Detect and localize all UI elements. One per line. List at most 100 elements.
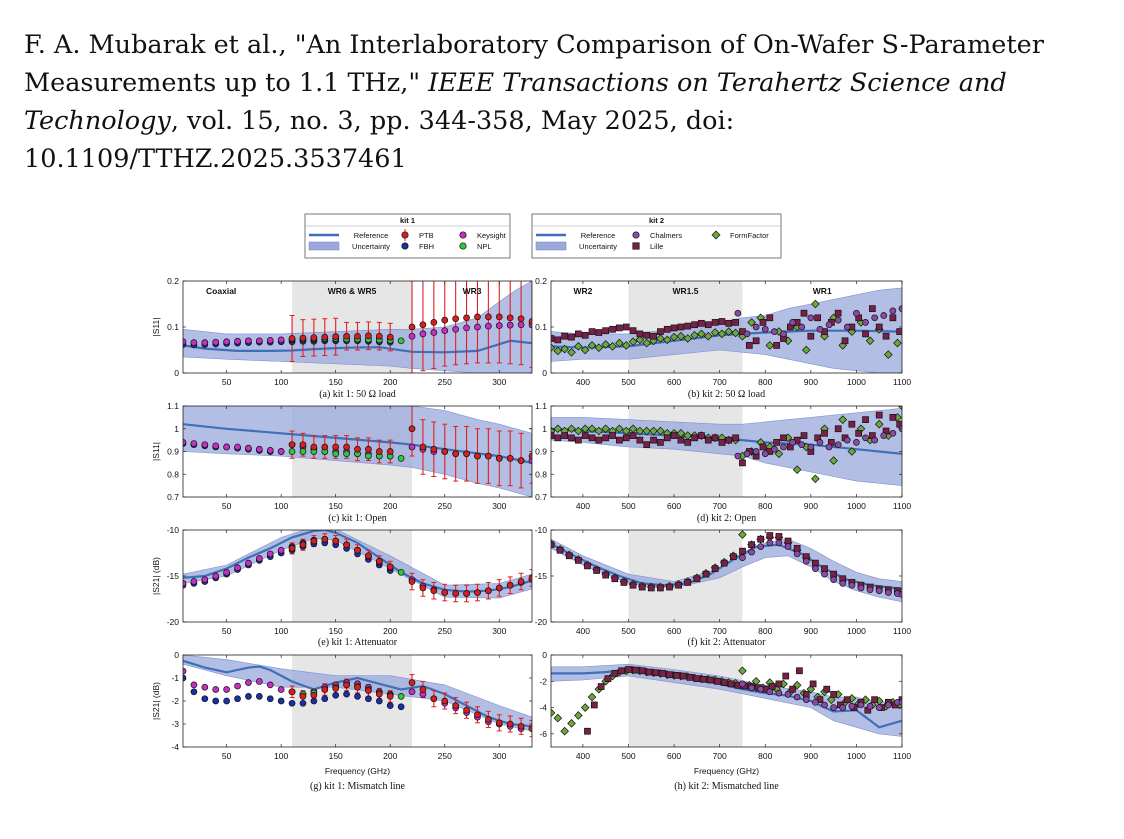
data-point-ptb bbox=[332, 443, 340, 451]
data-point-chalmers bbox=[739, 680, 746, 688]
data-point-ptb bbox=[463, 314, 470, 322]
data-point-lille bbox=[848, 420, 856, 428]
data-point-fbh bbox=[354, 693, 361, 700]
data-point-formfactor bbox=[683, 334, 693, 343]
data-point-ptb bbox=[495, 454, 503, 462]
data-point-formfactor bbox=[676, 331, 686, 341]
data-point-formfactor bbox=[615, 338, 624, 348]
data-point-ptb bbox=[310, 443, 318, 451]
x-tick-label: 500 bbox=[621, 501, 635, 511]
data-point-lille bbox=[575, 436, 582, 444]
y-tick-label: -10 bbox=[167, 525, 180, 535]
data-point-chalmers bbox=[889, 307, 897, 315]
data-point-ptb bbox=[299, 693, 307, 700]
data-point-fbh bbox=[234, 695, 241, 703]
data-point-keysight bbox=[255, 337, 263, 345]
data-point-chalmers bbox=[880, 312, 888, 319]
y-axis-label: |S11| bbox=[151, 442, 161, 461]
data-point-chalmers bbox=[734, 309, 742, 317]
x-tick-label: 250 bbox=[438, 377, 452, 387]
data-point-formfactor bbox=[669, 332, 679, 342]
data-point-ptb bbox=[386, 333, 394, 341]
data-point-ptb bbox=[354, 332, 361, 340]
legend-item: Lille bbox=[632, 242, 663, 251]
data-point-lille bbox=[650, 332, 657, 340]
data-point-lille bbox=[618, 667, 626, 675]
data-point-keysight bbox=[245, 337, 252, 345]
data-point-lille bbox=[602, 434, 610, 442]
data-point-lille bbox=[796, 667, 803, 675]
data-point-lille bbox=[590, 701, 598, 709]
data-point-ptb bbox=[495, 313, 503, 321]
legend-label: FormFactor bbox=[730, 231, 769, 240]
data-point-lille bbox=[809, 680, 817, 688]
data-point-lille bbox=[814, 314, 822, 322]
data-point-keysight bbox=[408, 443, 416, 451]
data-point-keysight bbox=[223, 568, 230, 576]
x-tick-label: 100 bbox=[274, 751, 288, 761]
data-point-formfactor bbox=[811, 299, 820, 309]
data-point-lille bbox=[830, 691, 837, 698]
x-tick-label: 1000 bbox=[847, 377, 866, 387]
data-point-keysight bbox=[506, 321, 514, 329]
data-point-formfactor bbox=[747, 318, 756, 327]
data-point-ptb bbox=[354, 445, 361, 453]
data-point-lille bbox=[718, 318, 726, 325]
data-point-formfactor bbox=[656, 426, 665, 436]
data-point-ptb bbox=[408, 578, 416, 585]
data-point-npl bbox=[397, 568, 405, 576]
data-point-formfactor bbox=[574, 342, 583, 351]
y-tick-label: -4 bbox=[539, 703, 547, 713]
data-point-fbh bbox=[310, 697, 318, 705]
data-point-lille bbox=[659, 670, 667, 677]
y-axis-label: |S21| (dB) bbox=[151, 682, 161, 720]
data-point-lille bbox=[766, 532, 774, 539]
data-point-ptb bbox=[354, 546, 361, 554]
data-point-formfactor bbox=[560, 726, 569, 736]
data-point-lille bbox=[568, 434, 575, 442]
x-tick-label: 50 bbox=[222, 501, 232, 511]
region-label: Coaxial bbox=[206, 286, 236, 296]
data-point-chalmers bbox=[771, 328, 778, 335]
data-point-fbh bbox=[386, 702, 394, 709]
data-point-lille bbox=[643, 441, 651, 449]
data-point-ptb bbox=[474, 711, 481, 719]
region-label: WR2 bbox=[573, 286, 592, 296]
chart-c: 50 100 150 200 250 300 0.7 0.8 0.9 1 1.1 |S11| (c) k… bbox=[151, 401, 533, 524]
citation-journal: IEEE Transactions on Terahertz Science a… bbox=[24, 68, 1007, 136]
data-point-ptb bbox=[430, 319, 438, 326]
data-point-ptb bbox=[452, 590, 460, 597]
x-tick-label: 200 bbox=[383, 751, 397, 761]
data-point-lille bbox=[704, 321, 712, 329]
data-point-lille bbox=[757, 535, 765, 543]
data-point-lille bbox=[780, 434, 787, 442]
data-point-formfactor bbox=[615, 424, 624, 434]
x-tick-label: 500 bbox=[621, 751, 635, 761]
x-tick-label: 500 bbox=[621, 626, 635, 636]
data-point-chalmers bbox=[871, 314, 878, 322]
data-point-formfactor bbox=[580, 703, 590, 712]
data-point-lille bbox=[882, 332, 890, 340]
data-point-keysight bbox=[201, 683, 209, 691]
data-point-formfactor bbox=[717, 329, 727, 339]
data-point-lille bbox=[693, 675, 701, 683]
data-point-chalmers bbox=[802, 557, 810, 565]
data-point-lille bbox=[684, 322, 692, 330]
data-point-keysight bbox=[277, 448, 285, 455]
legend-1: kit 1 Reference Uncertainty PTB FBH Keysight N… bbox=[304, 213, 511, 259]
plot-content bbox=[551, 655, 902, 747]
data-point-lille bbox=[616, 324, 623, 332]
data-point-formfactor bbox=[551, 708, 556, 718]
data-point-lille bbox=[565, 552, 573, 560]
data-point-ptb bbox=[343, 443, 350, 451]
y-tick-label: 0 bbox=[174, 368, 179, 378]
data-point-chalmers bbox=[875, 704, 883, 711]
data-point-chalmers bbox=[789, 319, 796, 326]
data-point-chalmers bbox=[834, 316, 842, 324]
data-point-keysight bbox=[190, 578, 198, 585]
series-chalmers bbox=[734, 425, 902, 460]
citation-details: , vol. 15, no. 3, pp. 344-358, May 2025,… bbox=[24, 106, 735, 174]
plot-content bbox=[183, 406, 532, 497]
chart-caption: (g) kit 1: Mismatch line bbox=[310, 781, 406, 792]
x-tick-label: 200 bbox=[383, 501, 397, 511]
